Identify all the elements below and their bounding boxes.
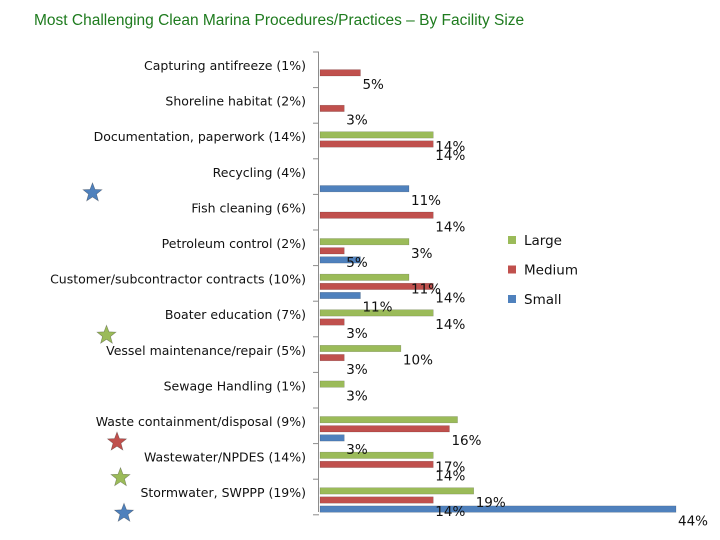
data-label-medium-8: 3% xyxy=(346,326,368,342)
star-marker-icon xyxy=(110,466,131,487)
category-label-documentation-paperwork-14: Documentation, paperwork (14%) xyxy=(94,129,306,144)
data-label-medium-3: 14% xyxy=(435,148,465,164)
data-label-large-13: 19% xyxy=(476,495,506,511)
star-marker-icon xyxy=(106,431,128,451)
data-label-small-7: 11% xyxy=(362,300,392,316)
category-label-petroleum-control-2: Petroleum control (2%) xyxy=(162,236,306,251)
data-label-large-3: 14% xyxy=(435,139,465,155)
data-label-small-4: 11% xyxy=(411,193,441,209)
bar-large-3 xyxy=(319,131,434,139)
bar-medium-5 xyxy=(319,211,434,219)
data-label-large-6: 3% xyxy=(411,246,433,262)
bar-large-7 xyxy=(319,273,410,281)
category-label-fish-cleaning-6: Fish cleaning (6%) xyxy=(191,200,306,215)
data-label-medium-2: 3% xyxy=(346,113,368,129)
category-labels: Capturing antifreeze (1%) Shoreline habit… xyxy=(50,58,306,500)
legend: Large Medium Small xyxy=(508,233,578,308)
bar-medium-6 xyxy=(319,247,345,255)
category-label-sewage-handling-1: Sewage Handling (1%) xyxy=(164,378,306,393)
legend-label-small: Small xyxy=(524,292,562,308)
bar-large-9 xyxy=(319,345,402,352)
data-label-medium-1: 5% xyxy=(362,77,384,93)
data-label-medium-7: 14% xyxy=(435,291,465,307)
bar-medium-8 xyxy=(319,318,345,326)
legend-swatch-small xyxy=(508,295,516,303)
data-label-medium-13: 14% xyxy=(435,504,465,520)
chart-title: Most Challenging Clean Marina Procedures… xyxy=(34,12,524,29)
category-label-capturing-antifreeze-1: Capturing antifreeze (1%) xyxy=(144,58,306,73)
star-markers xyxy=(82,181,135,522)
bar-medium-12 xyxy=(319,460,434,468)
star-marker-icon xyxy=(113,502,135,522)
legend-swatch-medium xyxy=(508,265,516,274)
star-marker-icon xyxy=(82,181,103,202)
category-label-vessel-maintenance-repair-5: Vessel maintenance/repair (5%) xyxy=(106,343,306,358)
category-label-shoreline-habitat-2: Shoreline habitat (2%) xyxy=(165,94,306,109)
bar-medium-1 xyxy=(319,69,361,77)
data-labels: 5%3%14%14%11%14%3%5%11%14%11%14%3%10%3%3… xyxy=(346,77,708,529)
bar-large-8 xyxy=(319,309,434,317)
bar-medium-7 xyxy=(319,282,434,290)
bar-medium-2 xyxy=(319,104,345,112)
category-label-stormwater-swppp-19: Stormwater, SWPPP (19%) xyxy=(140,485,306,500)
bar-small-6 xyxy=(319,256,361,264)
bar-small-13 xyxy=(319,505,677,513)
data-label-medium-5: 14% xyxy=(435,219,465,235)
bar-medium-9 xyxy=(319,354,345,362)
category-label-waste-containment-disposal-9: Waste containment/disposal (9%) xyxy=(96,414,306,429)
data-label-medium-11: 16% xyxy=(451,433,481,449)
data-label-small-13: 44% xyxy=(678,513,708,529)
bar-large-12 xyxy=(319,451,434,459)
data-label-large-12: 17% xyxy=(435,460,465,476)
data-label-large-10: 3% xyxy=(346,388,368,404)
category-label-wastewater-npdes-14: Wastewater/NPDES (14%) xyxy=(144,450,306,465)
data-label-medium-9: 3% xyxy=(346,362,368,378)
bar-large-11 xyxy=(319,416,458,424)
data-label-medium-6: 5% xyxy=(346,255,368,271)
y-axis-ticks xyxy=(313,51,319,516)
bar-small-7 xyxy=(319,292,361,299)
category-label-recycling-4: Recycling (4%) xyxy=(213,165,306,180)
data-label-large-9: 10% xyxy=(403,353,433,369)
bar-medium-13 xyxy=(319,496,434,504)
bar-medium-11 xyxy=(319,425,450,433)
category-label-customer-subcontractor-contracts-10: Customer/subcontractor contracts (10%) xyxy=(50,272,306,287)
legend-swatch-large xyxy=(508,236,516,244)
data-label-large-8: 14% xyxy=(435,317,465,333)
bar-large-6 xyxy=(319,238,410,246)
data-label-small-11: 3% xyxy=(346,442,368,458)
data-label-medium-12: 14% xyxy=(435,469,465,485)
legend-label-medium: Medium xyxy=(524,263,578,279)
bar-large-10 xyxy=(319,380,345,388)
bar-small-11 xyxy=(319,434,345,442)
category-label-boater-education-7: Boater education (7%) xyxy=(165,307,306,322)
data-label-large-7: 11% xyxy=(411,282,441,298)
legend-label-large: Large xyxy=(524,233,562,249)
bars xyxy=(319,69,677,513)
bar-small-4 xyxy=(319,185,410,193)
bar-large-13 xyxy=(319,487,474,495)
star-marker-icon xyxy=(96,324,117,344)
bar-medium-3 xyxy=(319,140,434,148)
